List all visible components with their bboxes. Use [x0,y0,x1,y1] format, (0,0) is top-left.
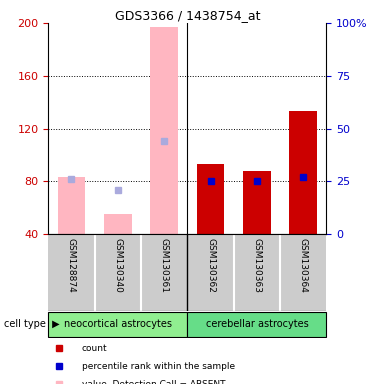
Text: GSM130363: GSM130363 [252,238,262,293]
Text: percentile rank within the sample: percentile rank within the sample [82,362,235,371]
Bar [58,177,85,234]
Bar [48,313,187,336]
Text: GSM130361: GSM130361 [160,238,169,293]
Text: value, Detection Call = ABSENT: value, Detection Call = ABSENT [82,380,225,384]
Text: GSM130340: GSM130340 [113,238,122,293]
Text: count: count [82,344,107,353]
Text: neocortical astrocytes: neocortical astrocytes [64,319,172,329]
Text: GSM130364: GSM130364 [299,238,308,293]
Bar [187,313,326,336]
Text: cell type  ▶: cell type ▶ [4,319,59,329]
Bar [104,214,132,234]
Bar [197,164,224,234]
Text: GSM130362: GSM130362 [206,238,215,293]
Text: cerebellar astrocytes: cerebellar astrocytes [206,319,308,329]
Bar [150,27,178,234]
Title: GDS3366 / 1438754_at: GDS3366 / 1438754_at [115,9,260,22]
Text: GSM128874: GSM128874 [67,238,76,293]
Bar [289,111,317,234]
Bar [243,171,271,234]
